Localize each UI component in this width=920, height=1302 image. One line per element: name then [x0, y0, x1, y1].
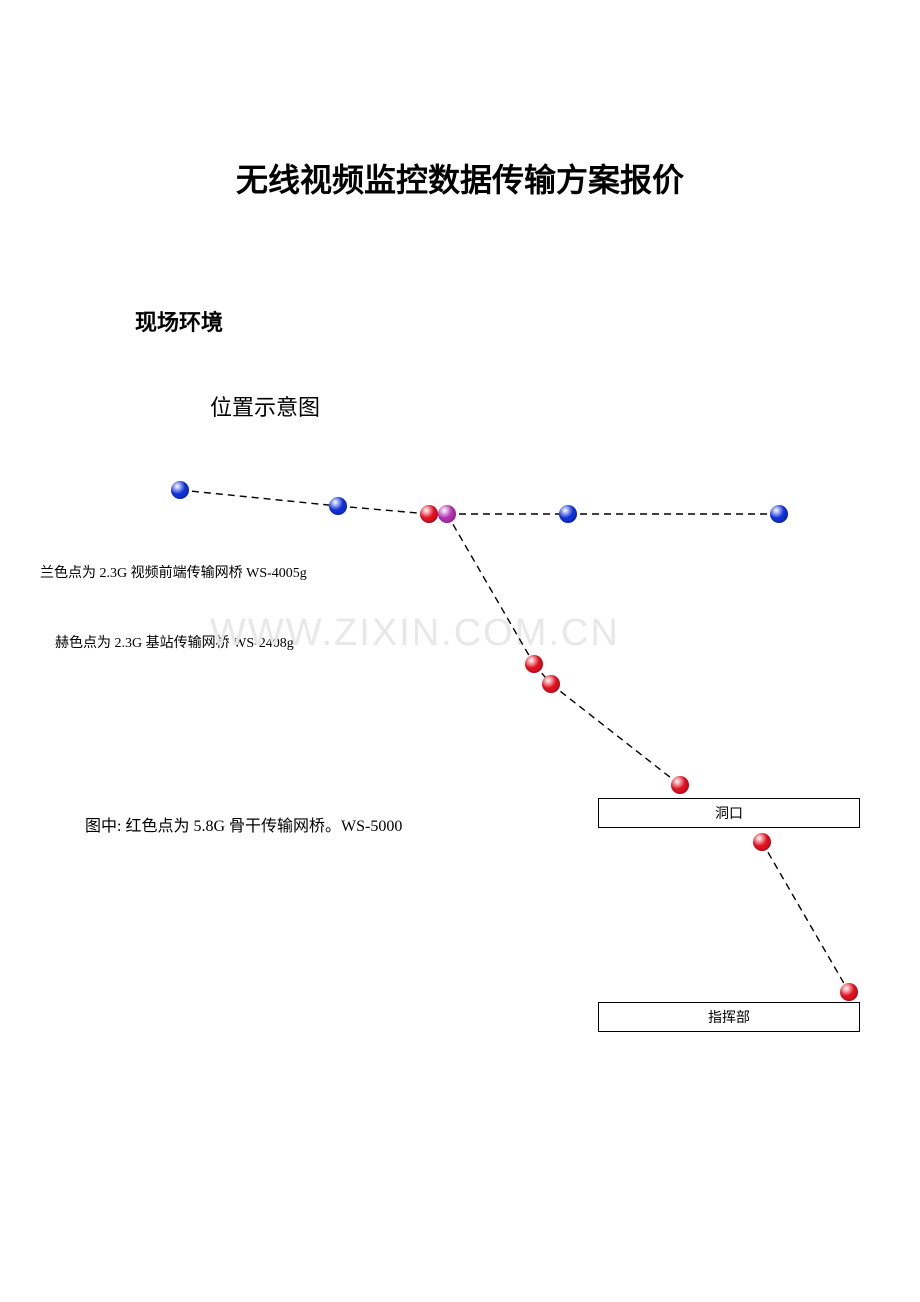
- node-blue: [770, 505, 788, 523]
- node-box-hole-label: 洞口: [715, 803, 743, 823]
- network-diagram: [0, 0, 920, 1302]
- node-box-command-label: 指挥部: [708, 1007, 750, 1027]
- node-red: [840, 983, 858, 1001]
- edge: [447, 514, 534, 664]
- edge: [551, 684, 680, 785]
- node-red: [671, 776, 689, 794]
- node-box-command: 指挥部: [598, 1002, 860, 1032]
- node-blue: [171, 481, 189, 499]
- node-box-hole: 洞口: [598, 798, 860, 828]
- node-red: [420, 505, 438, 523]
- node-red: [753, 833, 771, 851]
- edge: [762, 842, 849, 992]
- node-blue: [329, 497, 347, 515]
- edge: [338, 506, 429, 514]
- edge: [180, 490, 338, 506]
- node-red: [542, 675, 560, 693]
- node-red: [525, 655, 543, 673]
- node-blue: [559, 505, 577, 523]
- node-purple: [438, 505, 456, 523]
